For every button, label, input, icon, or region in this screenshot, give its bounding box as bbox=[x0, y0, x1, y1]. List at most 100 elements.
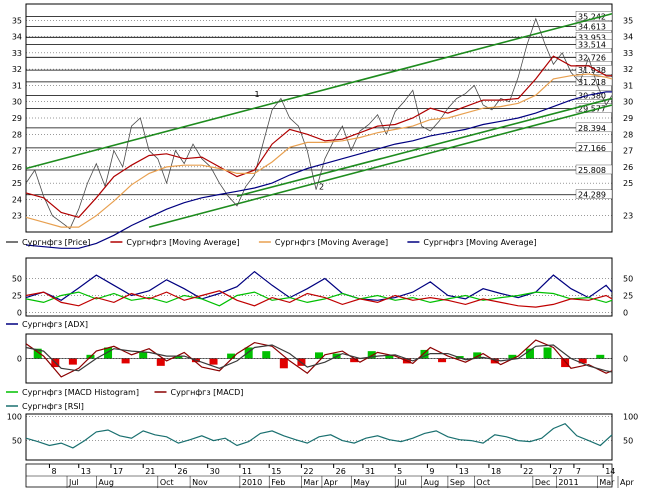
macd-histogram-bar bbox=[596, 354, 605, 359]
adx-series-di_minus bbox=[25, 290, 613, 308]
x-day-tick-label: 9 bbox=[429, 467, 434, 476]
price-y-tick-label: 34 bbox=[12, 33, 22, 42]
macd-histogram-bar bbox=[561, 358, 570, 368]
price-legend-label: Сургнфгз [Moving Average] bbox=[423, 238, 536, 247]
price-level-label: 25.808 bbox=[578, 166, 606, 175]
rsi-y-tick-label: 50 bbox=[12, 437, 22, 446]
price-level-box bbox=[575, 122, 613, 133]
macd-histogram-bar bbox=[578, 358, 587, 364]
price-right-tick-label: 29 bbox=[623, 114, 633, 123]
adx-plot-frame bbox=[25, 257, 613, 317]
macd-histogram-bar bbox=[33, 348, 42, 359]
price-y-tick-label: 25 bbox=[12, 179, 22, 188]
rsi-right-tick-label: 100 bbox=[623, 412, 638, 421]
x-day-tick-label: 7 bbox=[576, 467, 581, 476]
x-month-tick-label: Jul bbox=[396, 478, 407, 487]
x-month-tick-label: Aug bbox=[98, 478, 114, 487]
trend-channel-line bbox=[148, 104, 613, 228]
price-level-box bbox=[575, 90, 613, 100]
x-day-tick-label: 13 bbox=[459, 467, 469, 476]
price-y-tick-label: 30 bbox=[12, 98, 22, 107]
price-level-label: 31.938 bbox=[578, 66, 606, 75]
macd-histogram-bar bbox=[139, 352, 148, 359]
price-legend-label: Сургнфгз [Moving Average] bbox=[275, 238, 388, 247]
x-day-tick-label: 13 bbox=[81, 467, 91, 476]
price-right-tick-label: 30 bbox=[623, 98, 633, 107]
rsi-right-tick-label: 50 bbox=[623, 437, 633, 446]
price-right-tick-label: 27 bbox=[623, 147, 633, 156]
price-right-tick-label: 26 bbox=[623, 163, 633, 172]
adx-series-di_plus bbox=[25, 291, 613, 307]
adx-y-tick-label: 50 bbox=[12, 274, 22, 283]
macd-histogram-bar bbox=[543, 347, 552, 359]
x-month-tick-label: Nov bbox=[192, 478, 208, 487]
price-level-label: 28.394 bbox=[578, 124, 606, 133]
x-month-tick-label: May bbox=[353, 478, 370, 487]
price-level-box bbox=[575, 142, 613, 153]
price-level-label: 33.953 bbox=[578, 33, 606, 42]
price-y-tick-label: 35 bbox=[12, 16, 22, 25]
price-right-tick-label: 35 bbox=[623, 16, 633, 25]
x-month-tick-label: Apr bbox=[324, 478, 339, 487]
price-right-tick-label: 34 bbox=[623, 33, 633, 42]
x-day-tick-label: 15 bbox=[271, 467, 281, 476]
macd-histogram-bar bbox=[279, 358, 288, 369]
price-right-tick-label: 33 bbox=[623, 49, 633, 58]
adx-right-tick-label: 0 bbox=[623, 309, 628, 318]
price-series-ma_fast bbox=[25, 55, 612, 218]
x-day-tick-label: 18 bbox=[491, 467, 501, 476]
x-day-tick-label: 8 bbox=[51, 467, 56, 476]
price-level-label: 34.613 bbox=[578, 23, 606, 32]
price-level-label: 33.514 bbox=[578, 40, 606, 49]
macd-histogram-bar bbox=[350, 358, 359, 363]
price-legend-label: Сургнфгз [Moving Average] bbox=[126, 238, 239, 247]
x-day-tick-label: 30 bbox=[210, 467, 220, 476]
x-day-tick-label: 21 bbox=[145, 467, 155, 476]
macd-histogram-bar bbox=[315, 352, 323, 359]
adx-series-adx bbox=[25, 270, 613, 301]
price-y-tick-label: 26 bbox=[12, 163, 22, 172]
macd-histogram-bar bbox=[262, 351, 271, 359]
price-y-tick-label: 32 bbox=[12, 65, 22, 74]
x-month-tick-label: Oct bbox=[476, 478, 490, 487]
price-right-tick-label: 25 bbox=[623, 179, 633, 188]
x-month-tick-label: Apr bbox=[620, 478, 635, 487]
rsi-legend-label: Сургнфгз [RSI] bbox=[22, 402, 84, 411]
macd-histogram-bar bbox=[420, 349, 429, 359]
x-month-tick-label: 2011 bbox=[558, 478, 578, 487]
price-y-tick-label: 28 bbox=[12, 130, 22, 139]
x-day-tick-label: 5 bbox=[397, 467, 402, 476]
macd-histogram-bar bbox=[367, 351, 376, 359]
price-level-label: 35.242 bbox=[578, 12, 606, 21]
x-day-tick-label: 26 bbox=[177, 467, 187, 476]
x-month-tick-label: Aug bbox=[424, 478, 440, 487]
price-level-box bbox=[575, 11, 613, 21]
price-y-tick-label: 24 bbox=[12, 195, 22, 204]
price-right-tick-label: 31 bbox=[623, 81, 633, 90]
x-day-tick-label: 31 bbox=[365, 467, 375, 476]
x-day-tick-label: 22 bbox=[303, 467, 313, 476]
price-series-price bbox=[25, 17, 613, 230]
price-level-box bbox=[575, 76, 613, 87]
price-level-box bbox=[575, 52, 613, 62]
x-month-tick-label: Jul bbox=[68, 478, 79, 487]
price-y-tick-label: 33 bbox=[12, 49, 22, 58]
price-level-label: 32.726 bbox=[578, 53, 606, 62]
price-level-box bbox=[575, 21, 613, 31]
price-series-ma_mid bbox=[25, 73, 613, 228]
adx-right-tick-label: 25 bbox=[623, 292, 633, 301]
macd-series-signal bbox=[25, 344, 613, 373]
macd-histogram-bar bbox=[227, 353, 236, 359]
macd-histogram-bar bbox=[473, 352, 482, 359]
macd-histogram-bar bbox=[525, 348, 534, 359]
adx-y-tick-label: 0 bbox=[17, 309, 22, 318]
price-level-label: 31.218 bbox=[578, 78, 606, 87]
price-level-label: 30.380 bbox=[578, 92, 606, 101]
x-month-tick-label: Dec bbox=[535, 478, 550, 487]
macd-series-macd bbox=[25, 339, 613, 378]
macd-y-tick-label: 0 bbox=[17, 355, 22, 364]
macd-histogram-bar bbox=[156, 358, 165, 366]
rsi-plot-frame bbox=[25, 413, 613, 461]
x-month-tick-label: Sep bbox=[450, 478, 465, 487]
x-month-tick-label: Mar bbox=[303, 478, 319, 487]
